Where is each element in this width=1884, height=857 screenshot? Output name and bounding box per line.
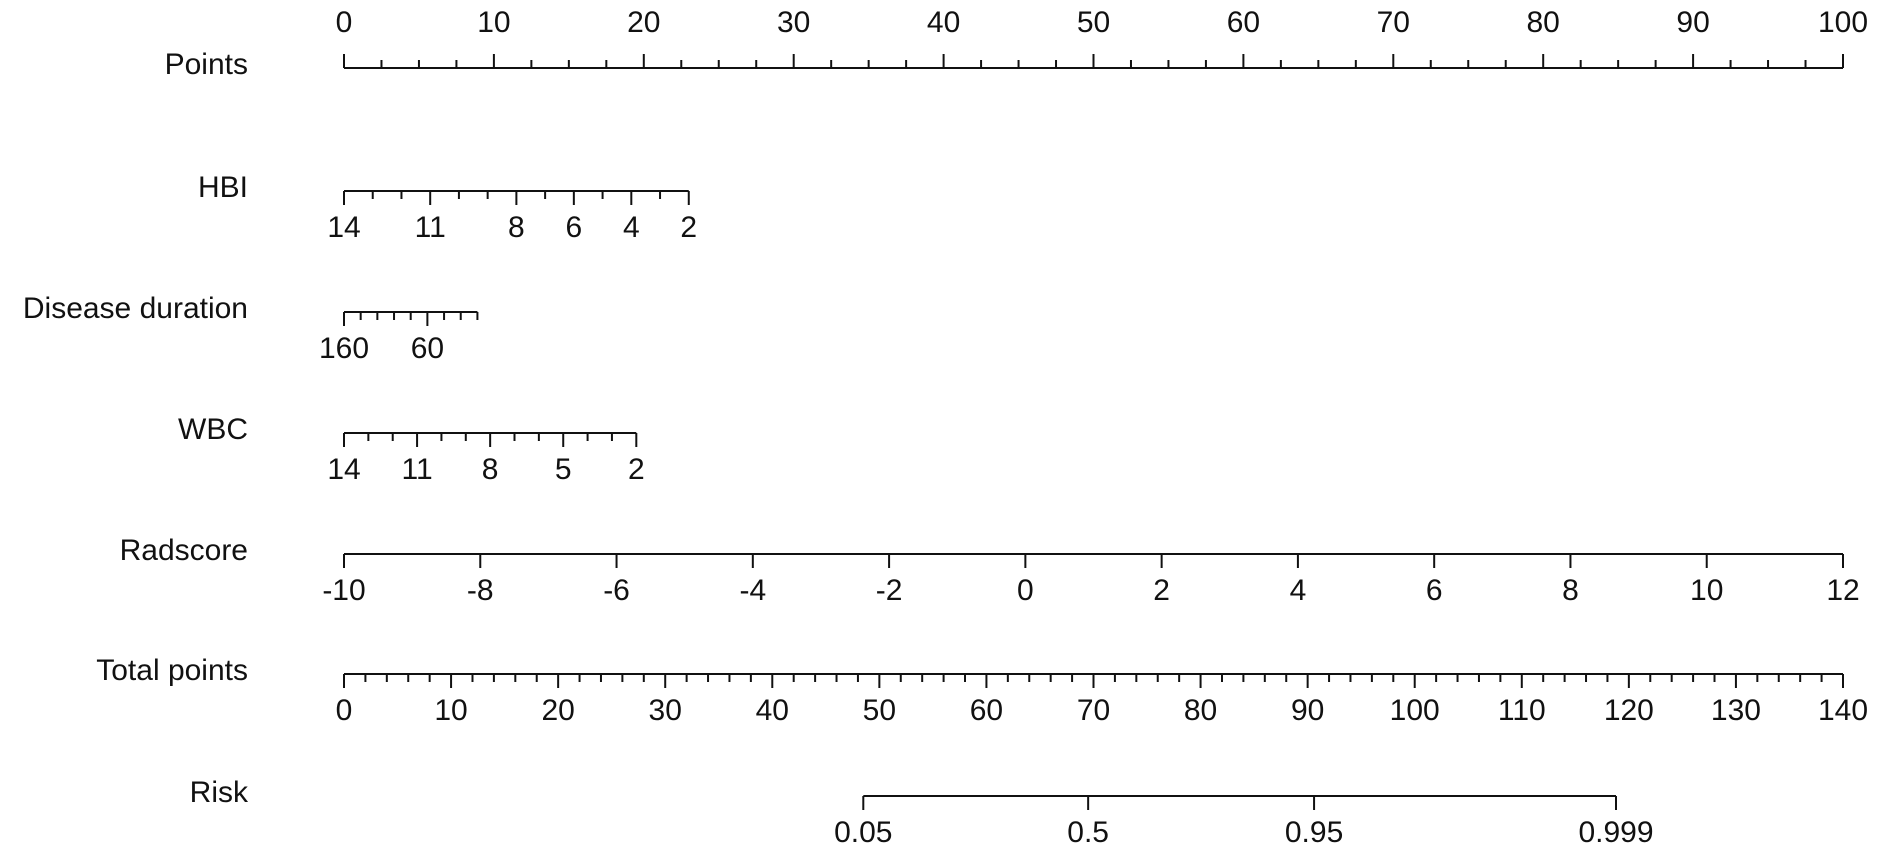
tick-label: 90 xyxy=(1291,694,1324,727)
tick-label: 30 xyxy=(649,694,682,727)
tick-label: -4 xyxy=(739,574,766,607)
axis-name: Total points xyxy=(96,654,248,687)
tick-label: 50 xyxy=(863,694,896,727)
tick-label: 100 xyxy=(1390,694,1440,727)
tick-label: 14 xyxy=(327,453,360,486)
tick-label: -8 xyxy=(467,574,494,607)
tick-label: 40 xyxy=(927,6,960,39)
tick-label: 14 xyxy=(327,211,360,244)
tick-label: 60 xyxy=(411,332,444,365)
tick-label: 0.5 xyxy=(1067,816,1109,849)
tick-label: 80 xyxy=(1184,694,1217,727)
tick-label: -10 xyxy=(322,574,365,607)
tick-label: 8 xyxy=(482,453,499,486)
tick-label: 140 xyxy=(1818,694,1868,727)
tick-label: 0.999 xyxy=(1578,816,1653,849)
tick-label: -6 xyxy=(603,574,630,607)
tick-label: 60 xyxy=(970,694,1003,727)
axis-name: Points xyxy=(165,48,248,81)
tick-label: 110 xyxy=(1498,694,1546,727)
tick-label: 8 xyxy=(1562,574,1579,607)
tick-label: 0 xyxy=(1017,574,1034,607)
tick-label: 4 xyxy=(623,211,640,244)
axis-name: HBI xyxy=(198,171,248,204)
tick-label: 90 xyxy=(1676,6,1709,39)
tick-label: 4 xyxy=(1290,574,1307,607)
tick-label: 60 xyxy=(1227,6,1260,39)
tick-label: 6 xyxy=(566,211,583,244)
tick-label: 130 xyxy=(1711,694,1761,727)
tick-label: 120 xyxy=(1604,694,1654,727)
tick-label: 10 xyxy=(477,6,510,39)
tick-label: 20 xyxy=(627,6,660,39)
tick-label: -2 xyxy=(876,574,903,607)
tick-label: 10 xyxy=(434,694,467,727)
axis-name: Disease duration xyxy=(23,292,248,325)
tick-label: 8 xyxy=(508,211,525,244)
tick-label: 80 xyxy=(1527,6,1560,39)
tick-label: 11 xyxy=(401,453,432,486)
tick-label: 0.95 xyxy=(1285,816,1343,849)
axis-name: WBC xyxy=(178,413,248,446)
tick-label: 70 xyxy=(1377,6,1410,39)
tick-label: 50 xyxy=(1077,6,1110,39)
tick-label: 2 xyxy=(680,211,697,244)
tick-label: 5 xyxy=(555,453,572,486)
tick-label: 20 xyxy=(541,694,574,727)
tick-label: 70 xyxy=(1077,694,1110,727)
axis-name: Risk xyxy=(190,776,249,809)
tick-label: 12 xyxy=(1826,574,1859,607)
tick-label: 2 xyxy=(1153,574,1170,607)
tick-label: 0.05 xyxy=(834,816,892,849)
tick-label: 10 xyxy=(1690,574,1723,607)
tick-label: 2 xyxy=(628,453,645,486)
tick-label: 100 xyxy=(1818,6,1868,39)
tick-label: 160 xyxy=(319,332,369,365)
tick-label: 30 xyxy=(777,6,810,39)
axis-name: Radscore xyxy=(120,534,248,567)
tick-label: 0 xyxy=(336,6,353,39)
tick-label: 6 xyxy=(1426,574,1443,607)
tick-label: 11 xyxy=(415,211,446,244)
tick-label: 0 xyxy=(336,694,353,727)
tick-label: 40 xyxy=(756,694,789,727)
